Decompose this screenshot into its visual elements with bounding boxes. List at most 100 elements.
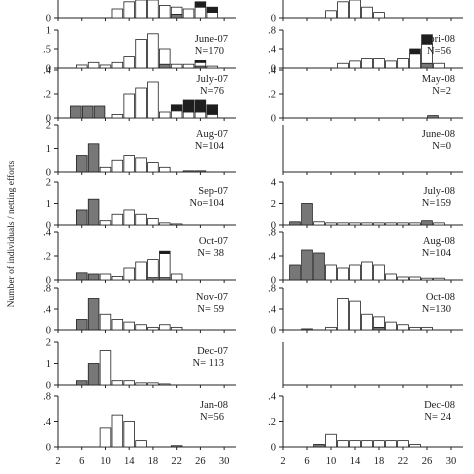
bar-white — [373, 12, 385, 19]
bar-white — [349, 264, 361, 281]
bar-white — [313, 221, 325, 226]
bar-white — [147, 259, 159, 279]
bar-white — [147, 81, 159, 119]
y-tick-label: .4 — [268, 305, 277, 316]
bar-gray — [87, 298, 100, 331]
panel-oct-07: 0 .2 .4 Oct-07N= 38 — [43, 228, 236, 287]
panel-title: Nov-07 — [196, 292, 228, 303]
bar-white — [361, 313, 373, 331]
panel-n-label: N=130 — [422, 304, 451, 315]
bar-white — [397, 222, 409, 226]
y-tick-label: 0 — [46, 326, 51, 337]
bar-white — [337, 222, 349, 226]
x-tick-label: 30 — [446, 456, 457, 467]
bar-white — [397, 276, 409, 281]
panel-oct-08: 0 .4 .8 Oct-08N=130 — [268, 284, 463, 337]
y-tick-label: 0 — [46, 64, 51, 75]
panel-n-label: N=56 — [427, 46, 451, 57]
bar-white — [325, 433, 337, 448]
y-tick-label: .4 — [43, 228, 52, 239]
y-tick-label: .2 — [43, 252, 51, 263]
bar-white — [337, 1, 349, 19]
x-tick-label: 2 — [55, 456, 60, 467]
panel-aug-08: 0 .4 .8 Aug-08N=104 — [268, 228, 463, 287]
bar-white — [409, 444, 421, 448]
bar-black — [206, 6, 219, 13]
panel-title: July-07 — [197, 74, 229, 85]
bar-white — [123, 56, 135, 69]
bar-black — [409, 48, 421, 55]
bar-white — [385, 273, 397, 281]
bar-white — [111, 319, 124, 331]
bar-gray — [75, 209, 88, 226]
bar-white — [135, 213, 147, 226]
x-tick-label: 14 — [124, 456, 135, 467]
bar-white — [123, 380, 135, 386]
x-tick-label: 22 — [171, 456, 182, 467]
bar-white — [170, 63, 183, 69]
y-tick-label: 2 — [46, 178, 51, 189]
bar-white — [409, 276, 421, 281]
bar-white — [87, 61, 100, 69]
bar-white — [159, 383, 171, 386]
bar-white — [194, 6, 207, 19]
x-tick-label: 30 — [219, 456, 230, 467]
x-tick-label: 6 — [79, 456, 84, 467]
bar-white — [99, 350, 112, 386]
bar-gray — [87, 363, 100, 386]
bar-gray — [75, 380, 88, 386]
bar-gray — [301, 249, 313, 281]
y-tick-label: .2 — [268, 90, 276, 101]
panel-n-label: N=2 — [432, 86, 451, 97]
bar-white — [75, 64, 88, 69]
bar-white — [182, 8, 195, 19]
bar-white — [159, 48, 171, 65]
bar-white — [397, 440, 409, 448]
x-tick-label: 2 — [280, 456, 285, 467]
panel-title: Jan-08 — [200, 400, 228, 411]
y-tick-label: .8 — [268, 284, 276, 295]
bar-white — [206, 12, 219, 19]
panel-title: Dec-08 — [424, 400, 455, 411]
bar-white — [135, 157, 147, 173]
bar-white — [421, 277, 433, 281]
panel-n-label: N= 38 — [197, 248, 224, 259]
bar-white — [361, 222, 373, 226]
y-tick-label: .4 — [43, 305, 52, 316]
bar-white — [99, 220, 112, 226]
panel-title: July-08 — [424, 186, 456, 197]
panel-title: May-08 — [422, 74, 455, 85]
y-tick-label: 0 — [271, 326, 276, 337]
bar-white — [385, 440, 397, 448]
panel-title: Oct-07 — [199, 236, 228, 247]
panel-n-label: N=159 — [422, 198, 451, 209]
y-tick-label: 1 — [46, 26, 51, 37]
bar-white — [159, 253, 171, 279]
bar-white — [182, 111, 195, 119]
bar-white — [159, 111, 171, 119]
bar-white — [325, 222, 337, 226]
panel-dec-07: 0 1 2 Dec-07N= 113 — [46, 338, 236, 392]
bar-white — [99, 166, 112, 173]
y-tick-label: 1 — [46, 144, 51, 155]
bar-gray — [75, 319, 88, 331]
bar-white — [111, 114, 124, 119]
y-tick-label: .5 — [43, 45, 51, 56]
y-tick-label: 0 — [271, 443, 276, 454]
bar-white — [373, 222, 385, 226]
y-tick-label: .8 — [43, 284, 51, 295]
panel-n-label: No=104 — [189, 198, 224, 209]
bar-white — [135, 261, 147, 281]
bar-white — [111, 213, 124, 226]
bar-white — [135, 382, 147, 386]
y-tick-label: 0 — [46, 443, 51, 454]
x-tick-label: 18 — [148, 456, 159, 467]
y-tick-label: .2 — [43, 90, 51, 101]
y-tick-label: 1 — [46, 359, 51, 370]
y-tick-label: 0 — [46, 168, 51, 179]
y-tick-label: 0 — [271, 64, 276, 75]
bar-white — [385, 321, 397, 331]
bar-white — [325, 10, 337, 19]
